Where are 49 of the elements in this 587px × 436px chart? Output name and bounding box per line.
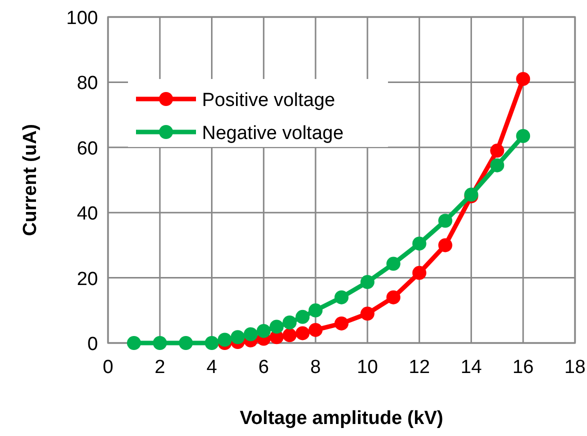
point xyxy=(152,336,167,350)
point xyxy=(386,256,400,271)
point xyxy=(296,326,310,340)
point xyxy=(308,303,323,318)
point xyxy=(490,144,504,158)
point xyxy=(126,336,141,350)
point xyxy=(412,236,426,251)
legend-label: Positive voltage xyxy=(202,90,336,111)
x-tick-label: 0 xyxy=(102,357,114,378)
point xyxy=(516,72,530,86)
x-tick-label: 4 xyxy=(206,357,218,378)
point xyxy=(308,322,323,337)
point xyxy=(296,310,310,324)
point xyxy=(178,336,193,350)
x-tick-label: 6 xyxy=(258,357,269,378)
y-tick-label: 0 xyxy=(87,334,98,355)
point xyxy=(230,330,245,344)
point xyxy=(334,316,348,330)
point xyxy=(270,320,284,334)
point xyxy=(282,315,297,330)
point xyxy=(218,332,232,347)
point xyxy=(256,324,271,338)
x-tick-label: 2 xyxy=(154,357,166,378)
x-axis-title: Voltage amplitude (kV) xyxy=(240,408,444,429)
x-tick-label: 16 xyxy=(512,357,534,378)
x-tick-label: 14 xyxy=(460,357,482,378)
y-tick-label: 80 xyxy=(76,73,98,94)
point xyxy=(412,266,426,280)
y-axis-title: Current (uA) xyxy=(20,124,41,236)
y-tick-label: 20 xyxy=(76,268,98,290)
y-tick-label: 40 xyxy=(76,204,98,225)
y-tick-label: 100 xyxy=(66,8,98,29)
point xyxy=(282,328,297,342)
point xyxy=(438,214,452,228)
legend-label: Negative voltage xyxy=(202,123,344,144)
x-tick-label: 8 xyxy=(310,357,321,378)
point xyxy=(334,290,348,304)
point xyxy=(438,238,452,252)
y-tick-label: 60 xyxy=(76,138,98,160)
point xyxy=(516,128,530,143)
point xyxy=(386,290,400,304)
x-tick-label: 12 xyxy=(408,357,430,378)
point xyxy=(360,275,374,290)
x-tick-label: 18 xyxy=(564,357,586,378)
point xyxy=(490,158,504,172)
point xyxy=(360,306,374,321)
point xyxy=(244,327,258,342)
point xyxy=(204,336,219,350)
x-tick-label: 10 xyxy=(356,357,378,378)
